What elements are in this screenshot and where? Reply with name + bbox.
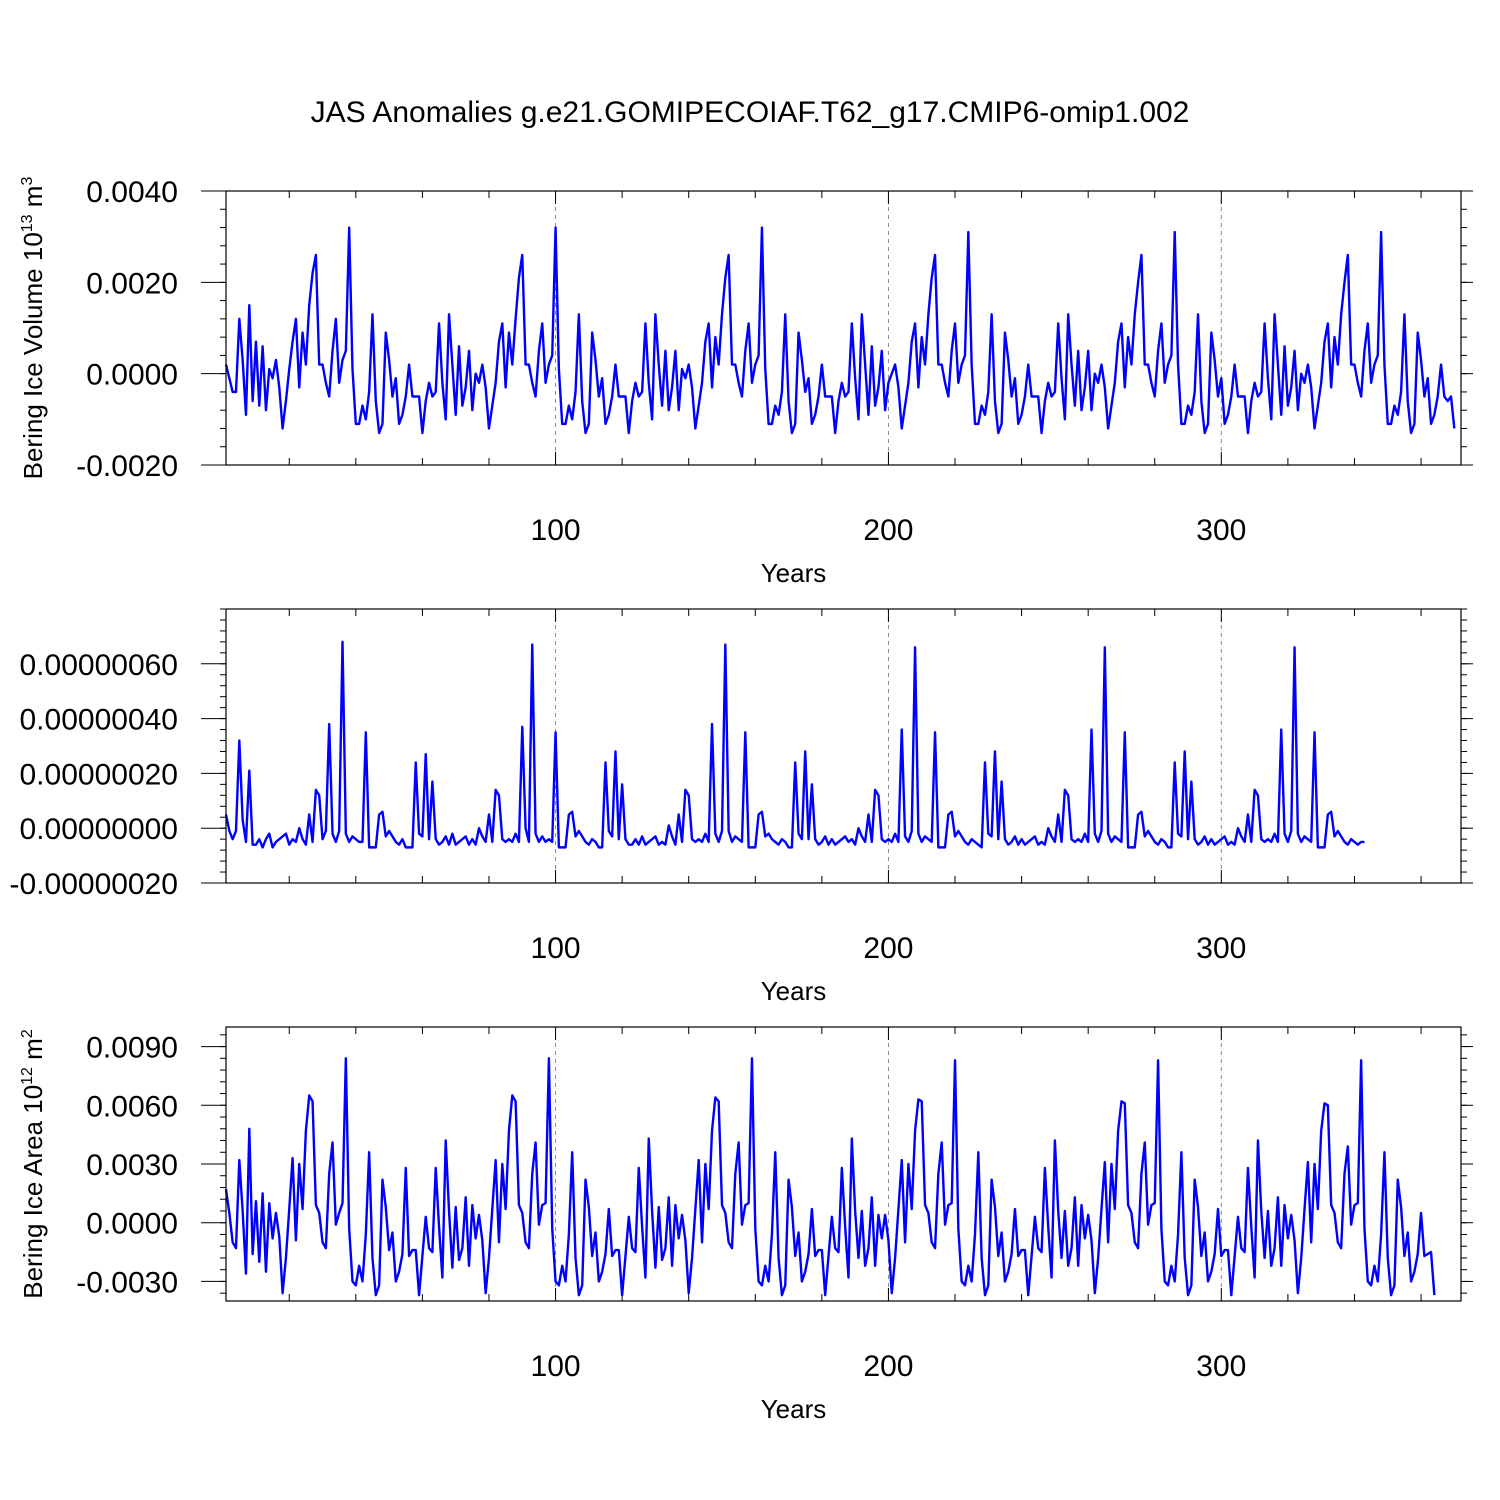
series-line (224, 640, 1365, 849)
x-tick-label: 300 (1196, 932, 1246, 965)
y-axis-label: Bering Ice Volume 1013 m3 (18, 177, 48, 480)
plot-frame (225, 1026, 1462, 1302)
y-tick-label: -0.0020 (76, 450, 178, 483)
y-tick-label: 0.0030 (86, 1149, 178, 1182)
y-tick-label: 0.0040 (86, 176, 178, 209)
y-tick-label: 0.0020 (86, 267, 178, 300)
y-tick-label: 0.0000 (86, 359, 178, 392)
panel-ice-area: 100 200 300 -0.0030 0.0000 0.0030 0.0060 0.0090… (18, 1026, 1473, 1424)
y-axis-label-unit: m (18, 186, 48, 215)
chart-title: JAS Anomalies g.e21.GOMIPECOIAF.T62_g17.… (310, 96, 1190, 129)
y-tick-label: 0.00000040 (20, 704, 179, 737)
y-tick-label: 0.00000020 (20, 758, 179, 791)
x-tick-label: 200 (863, 514, 913, 547)
y-axis-label-text: Bering Ice Area 10 (18, 1085, 48, 1299)
y-axis-label: Bering Ice Area 1012 m2 (18, 1029, 48, 1299)
x-tick-label: 200 (863, 1350, 913, 1383)
panel-middle-series: 100 200 300 -0.00000020 0.00000000 0.00000020… (10, 608, 1473, 1006)
y-tick-label: 0.0000 (86, 1208, 178, 1241)
y-axis-label-text: Bering Ice Volume 10 (18, 232, 48, 479)
plot-frame (225, 608, 1462, 884)
y-tick-label: 0.00000000 (20, 813, 179, 846)
x-axis-label: Years (761, 558, 827, 588)
y-axis-label-unit: m (18, 1038, 48, 1067)
y-tick-label: 0.00000060 (20, 649, 179, 682)
x-tick-label: 100 (531, 1350, 581, 1383)
y-tick-label: -0.00000020 (10, 868, 179, 901)
series-line (224, 226, 1456, 435)
y-axis-label-unit-exponent: 3 (19, 177, 36, 186)
y-axis-label-unit-exponent: 2 (19, 1029, 36, 1038)
y-axis-label-exponent: 13 (19, 214, 36, 232)
y-tick-label: 0.0090 (86, 1032, 178, 1065)
x-tick-label: 200 (863, 932, 913, 965)
y-tick-label: -0.0030 (76, 1266, 178, 1299)
x-axis-label: Years (761, 976, 827, 1006)
x-tick-label: 300 (1196, 1350, 1246, 1383)
y-axis-label-exponent: 12 (19, 1067, 36, 1085)
y-tick-label: 0.0060 (86, 1090, 178, 1123)
x-tick-label: 300 (1196, 514, 1246, 547)
x-tick-label: 100 (531, 932, 581, 965)
x-tick-label: 100 (531, 514, 581, 547)
panel-ice-volume: 100 200 300 -0.0020 0.0000 0.0020 0.0040 Years B… (18, 176, 1473, 588)
x-axis-label: Years (761, 1394, 827, 1424)
plot-frame (225, 190, 1462, 466)
series-line (224, 1057, 1436, 1297)
